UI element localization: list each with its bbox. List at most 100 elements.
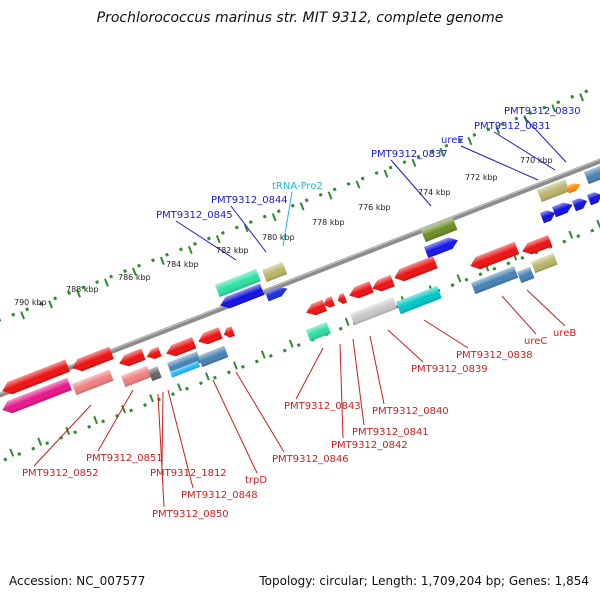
scale-tick-label: 784 kbp <box>166 260 199 269</box>
gene-label: PMT9312_0845 <box>156 210 233 221</box>
scale-tick <box>104 278 109 287</box>
gene-feature-shine <box>522 235 553 255</box>
gene-feature-shine <box>198 345 229 368</box>
gene-feature-shine <box>214 269 261 298</box>
gene-label: trpD <box>245 475 267 486</box>
gene-label: PMT9312_0830 <box>504 106 581 117</box>
scale-tick-label: 790 kbp <box>14 298 47 307</box>
scale-tick-label: 788 kbp <box>66 285 99 294</box>
scale-tick <box>579 93 585 102</box>
gene-feature-shine <box>71 369 114 396</box>
label-leader-line <box>157 393 165 508</box>
gene-feature-shine <box>420 217 458 243</box>
scale-tick <box>65 426 71 435</box>
scale-tick-label: 780 kbp <box>262 233 295 242</box>
scale-tick <box>411 158 417 167</box>
scale-tick <box>9 448 15 457</box>
gene-feature-shine <box>396 286 442 315</box>
gene-feature-shine <box>349 281 374 299</box>
gene-feature-shine <box>565 183 581 194</box>
gene-feature-shine <box>264 286 288 302</box>
scale-tick <box>20 311 25 320</box>
gene-feature-shine <box>571 198 588 212</box>
scale-tick <box>299 202 305 211</box>
scale-tick <box>93 415 98 425</box>
scale-tick <box>243 224 249 233</box>
label-leader-line <box>369 335 385 405</box>
scale-line-top <box>0 87 595 339</box>
scale-tick <box>439 147 445 156</box>
gene-feature-shine <box>306 299 327 316</box>
scale-tick-label: 776 kbp <box>358 203 391 212</box>
label-leader-line <box>33 404 92 467</box>
gene-label: PMT9312_0851 <box>86 453 163 464</box>
label-leader-line <box>387 329 424 363</box>
gene-label: PMT9312_0844 <box>211 195 288 206</box>
label-leader-line <box>390 159 432 207</box>
gene-feature-shine <box>220 283 265 309</box>
scale-tick <box>327 191 333 200</box>
gene-feature-shine <box>169 361 201 378</box>
scale-tick <box>187 245 193 255</box>
gene-feature-shine <box>166 337 197 357</box>
gene-label: PMT9312_1812 <box>150 468 227 479</box>
scale-tick-label: 774 kbp <box>418 188 451 197</box>
label-leader-line <box>282 191 293 247</box>
scale-tick <box>48 300 53 309</box>
gene-feature-shine <box>551 202 573 218</box>
gene-label: ureE <box>441 135 464 146</box>
gene-label: PMT9312_0837 <box>371 149 448 160</box>
label-leader-line <box>230 205 267 253</box>
scale-tick <box>205 372 210 381</box>
label-leader-line <box>493 131 556 171</box>
scale-tick <box>456 274 462 283</box>
gene-label: PMT9312_0852 <box>22 468 99 479</box>
gene-label: ureC <box>524 336 547 347</box>
label-leader-line <box>523 116 567 163</box>
label-leader-line <box>295 347 324 400</box>
label-leader-line <box>167 389 194 489</box>
scale-tick-label: 772 kbp <box>465 173 498 182</box>
gene-label: PMT9312_0846 <box>272 454 349 465</box>
gene-feature-shine <box>305 322 331 342</box>
gene-feature-shine <box>394 256 438 282</box>
scale-tick <box>132 267 137 276</box>
scale-tick <box>149 394 154 403</box>
gene-feature-shine <box>166 351 202 375</box>
gene-feature-shine <box>539 210 556 224</box>
gene-feature-shine <box>2 359 70 395</box>
gene-label: PMT9312_0840 <box>372 406 449 417</box>
scale-tick-label: 782 kbp <box>216 246 249 255</box>
scale-tick <box>344 317 350 326</box>
label-leader-line <box>212 379 258 474</box>
gene-feature-shine <box>470 241 520 270</box>
label-leader-line <box>175 220 237 261</box>
gene-label: PMT9312_0848 <box>181 490 258 501</box>
scale-tick <box>121 404 126 414</box>
label-leader-line <box>97 389 134 452</box>
scale-tick-label: 770 kbp <box>520 156 553 165</box>
gene-label: PMT9312_0838 <box>456 350 533 361</box>
gene-feature-shine <box>223 326 235 338</box>
gene-feature-shine <box>261 262 288 283</box>
label-leader-line <box>161 391 164 467</box>
label-leader-line <box>460 145 539 181</box>
gene-feature-shine <box>470 266 519 295</box>
scale-tick <box>232 361 238 370</box>
scale-tick <box>260 350 266 359</box>
scale-tick <box>355 180 361 189</box>
label-leader-line <box>339 343 344 439</box>
gene-feature-shine <box>119 348 146 367</box>
scale-tick <box>76 289 81 298</box>
gene-feature-shine <box>2 377 72 414</box>
gene-label: PMT9312_0839 <box>411 364 488 375</box>
gene-label: PMT9312_0850 <box>152 509 229 520</box>
label-leader-line <box>352 338 365 426</box>
scale-tick <box>495 125 501 135</box>
scale-tick <box>551 104 557 113</box>
label-leader-line <box>501 295 537 335</box>
gene-feature-shine <box>516 266 535 284</box>
genome-title: Prochlorococcus marinus str. MIT 9312, c… <box>96 10 504 26</box>
gene-feature-shine <box>586 192 600 206</box>
